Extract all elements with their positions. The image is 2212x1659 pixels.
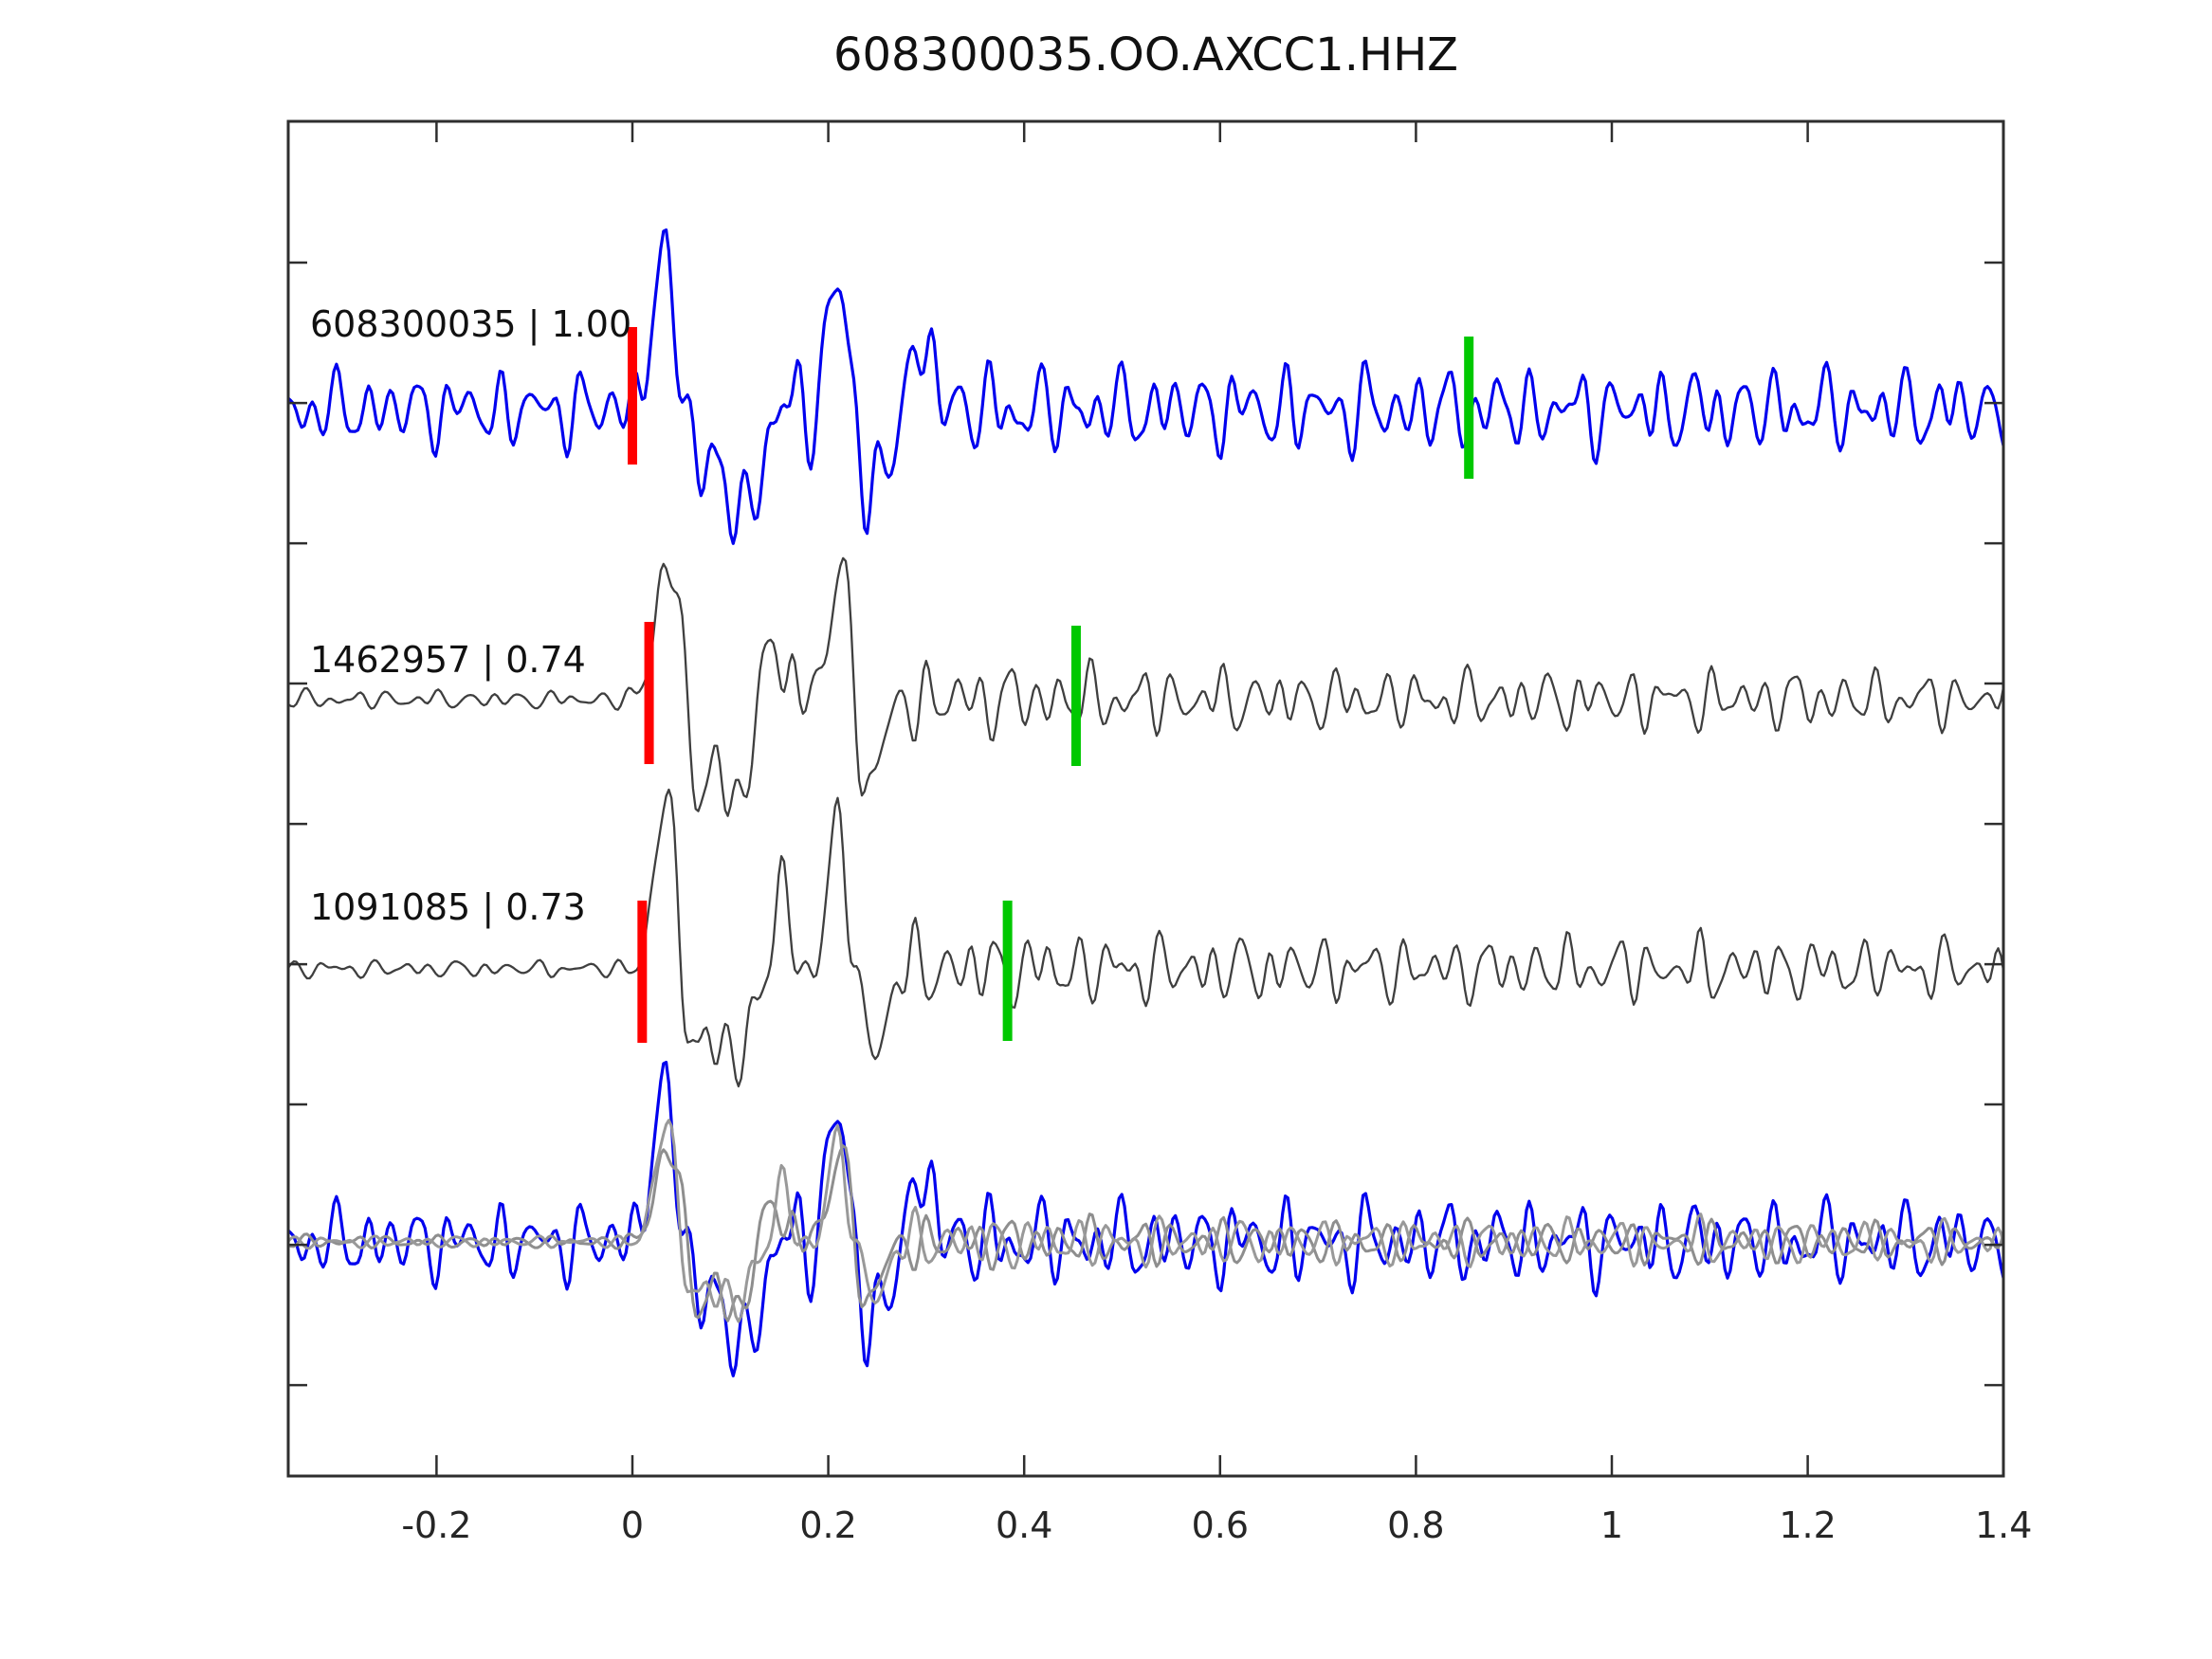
axes-group	[286, 119, 2005, 1478]
trace-label-608300035: 608300035 | 1.00	[310, 303, 632, 345]
pick-markers-group	[628, 327, 1474, 1043]
x-tick-label: 0.6	[1192, 1504, 1249, 1546]
x-tick-label: 1.2	[1779, 1504, 1836, 1546]
trace-label-1462957: 1462957 | 0.74	[310, 639, 586, 681]
plot-border	[286, 119, 2005, 1478]
tick-labels-group: -0.2 0 0.2 0.4 0.6 0.8 1 1.2 1.4	[401, 1504, 2032, 1546]
waveform-trace-overlay-blue	[288, 1061, 2003, 1377]
green-pick-marker-1462957	[1070, 626, 1081, 766]
x-tick-label: 1	[1600, 1504, 1623, 1546]
waveform-trace-overlay-gray-1	[288, 1144, 2003, 1322]
x-tick-label: 0.4	[996, 1504, 1052, 1546]
x-tick-label: 0.8	[1387, 1504, 1444, 1546]
waveform-trace-1091085	[288, 788, 2003, 1088]
x-tick-label: 0.2	[799, 1504, 856, 1546]
red-pick-marker-1462957	[644, 622, 654, 764]
green-pick-marker-1091085	[1002, 901, 1013, 1041]
x-tick-label: 1.4	[1975, 1504, 2032, 1546]
x-tick-label: -0.2	[401, 1504, 471, 1546]
trace-label-1091085: 1091085 | 0.73	[310, 886, 586, 928]
waveform-trace-608300035	[288, 228, 2003, 545]
waveform-trace-overlay-gray-2	[288, 1119, 2003, 1323]
green-pick-marker-608300035	[1464, 337, 1474, 479]
page-title: 608300035.OO.AXCC1.HHZ	[832, 28, 1459, 82]
red-pick-marker-608300035	[628, 327, 637, 465]
traces-group	[288, 228, 2003, 1377]
waveform-trace-1462957	[288, 556, 2003, 817]
red-pick-marker-1091085	[637, 901, 648, 1043]
x-tick-label: 0	[621, 1504, 644, 1546]
